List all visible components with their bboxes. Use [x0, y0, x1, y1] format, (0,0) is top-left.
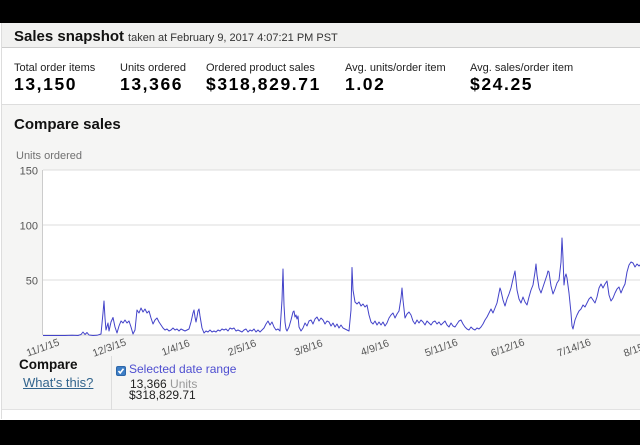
- svg-text:5/11/16: 5/11/16: [423, 336, 459, 359]
- svg-text:2/5/16: 2/5/16: [226, 337, 258, 358]
- svg-text:4/9/16: 4/9/16: [359, 337, 391, 358]
- svg-text:100: 100: [20, 221, 38, 233]
- svg-text:1/4/16: 1/4/16: [160, 337, 192, 358]
- svg-text:7/14/16: 7/14/16: [556, 336, 593, 359]
- svg-text:8/15/16: 8/15/16: [622, 336, 640, 359]
- svg-text:3/8/16: 3/8/16: [293, 337, 325, 358]
- svg-text:6/12/16: 6/12/16: [489, 336, 526, 359]
- svg-text:Units ordered: Units ordered: [16, 150, 82, 162]
- svg-text:50: 50: [26, 276, 38, 288]
- svg-text:12/3/15: 12/3/15: [91, 336, 128, 359]
- svg-text:150: 150: [20, 166, 38, 178]
